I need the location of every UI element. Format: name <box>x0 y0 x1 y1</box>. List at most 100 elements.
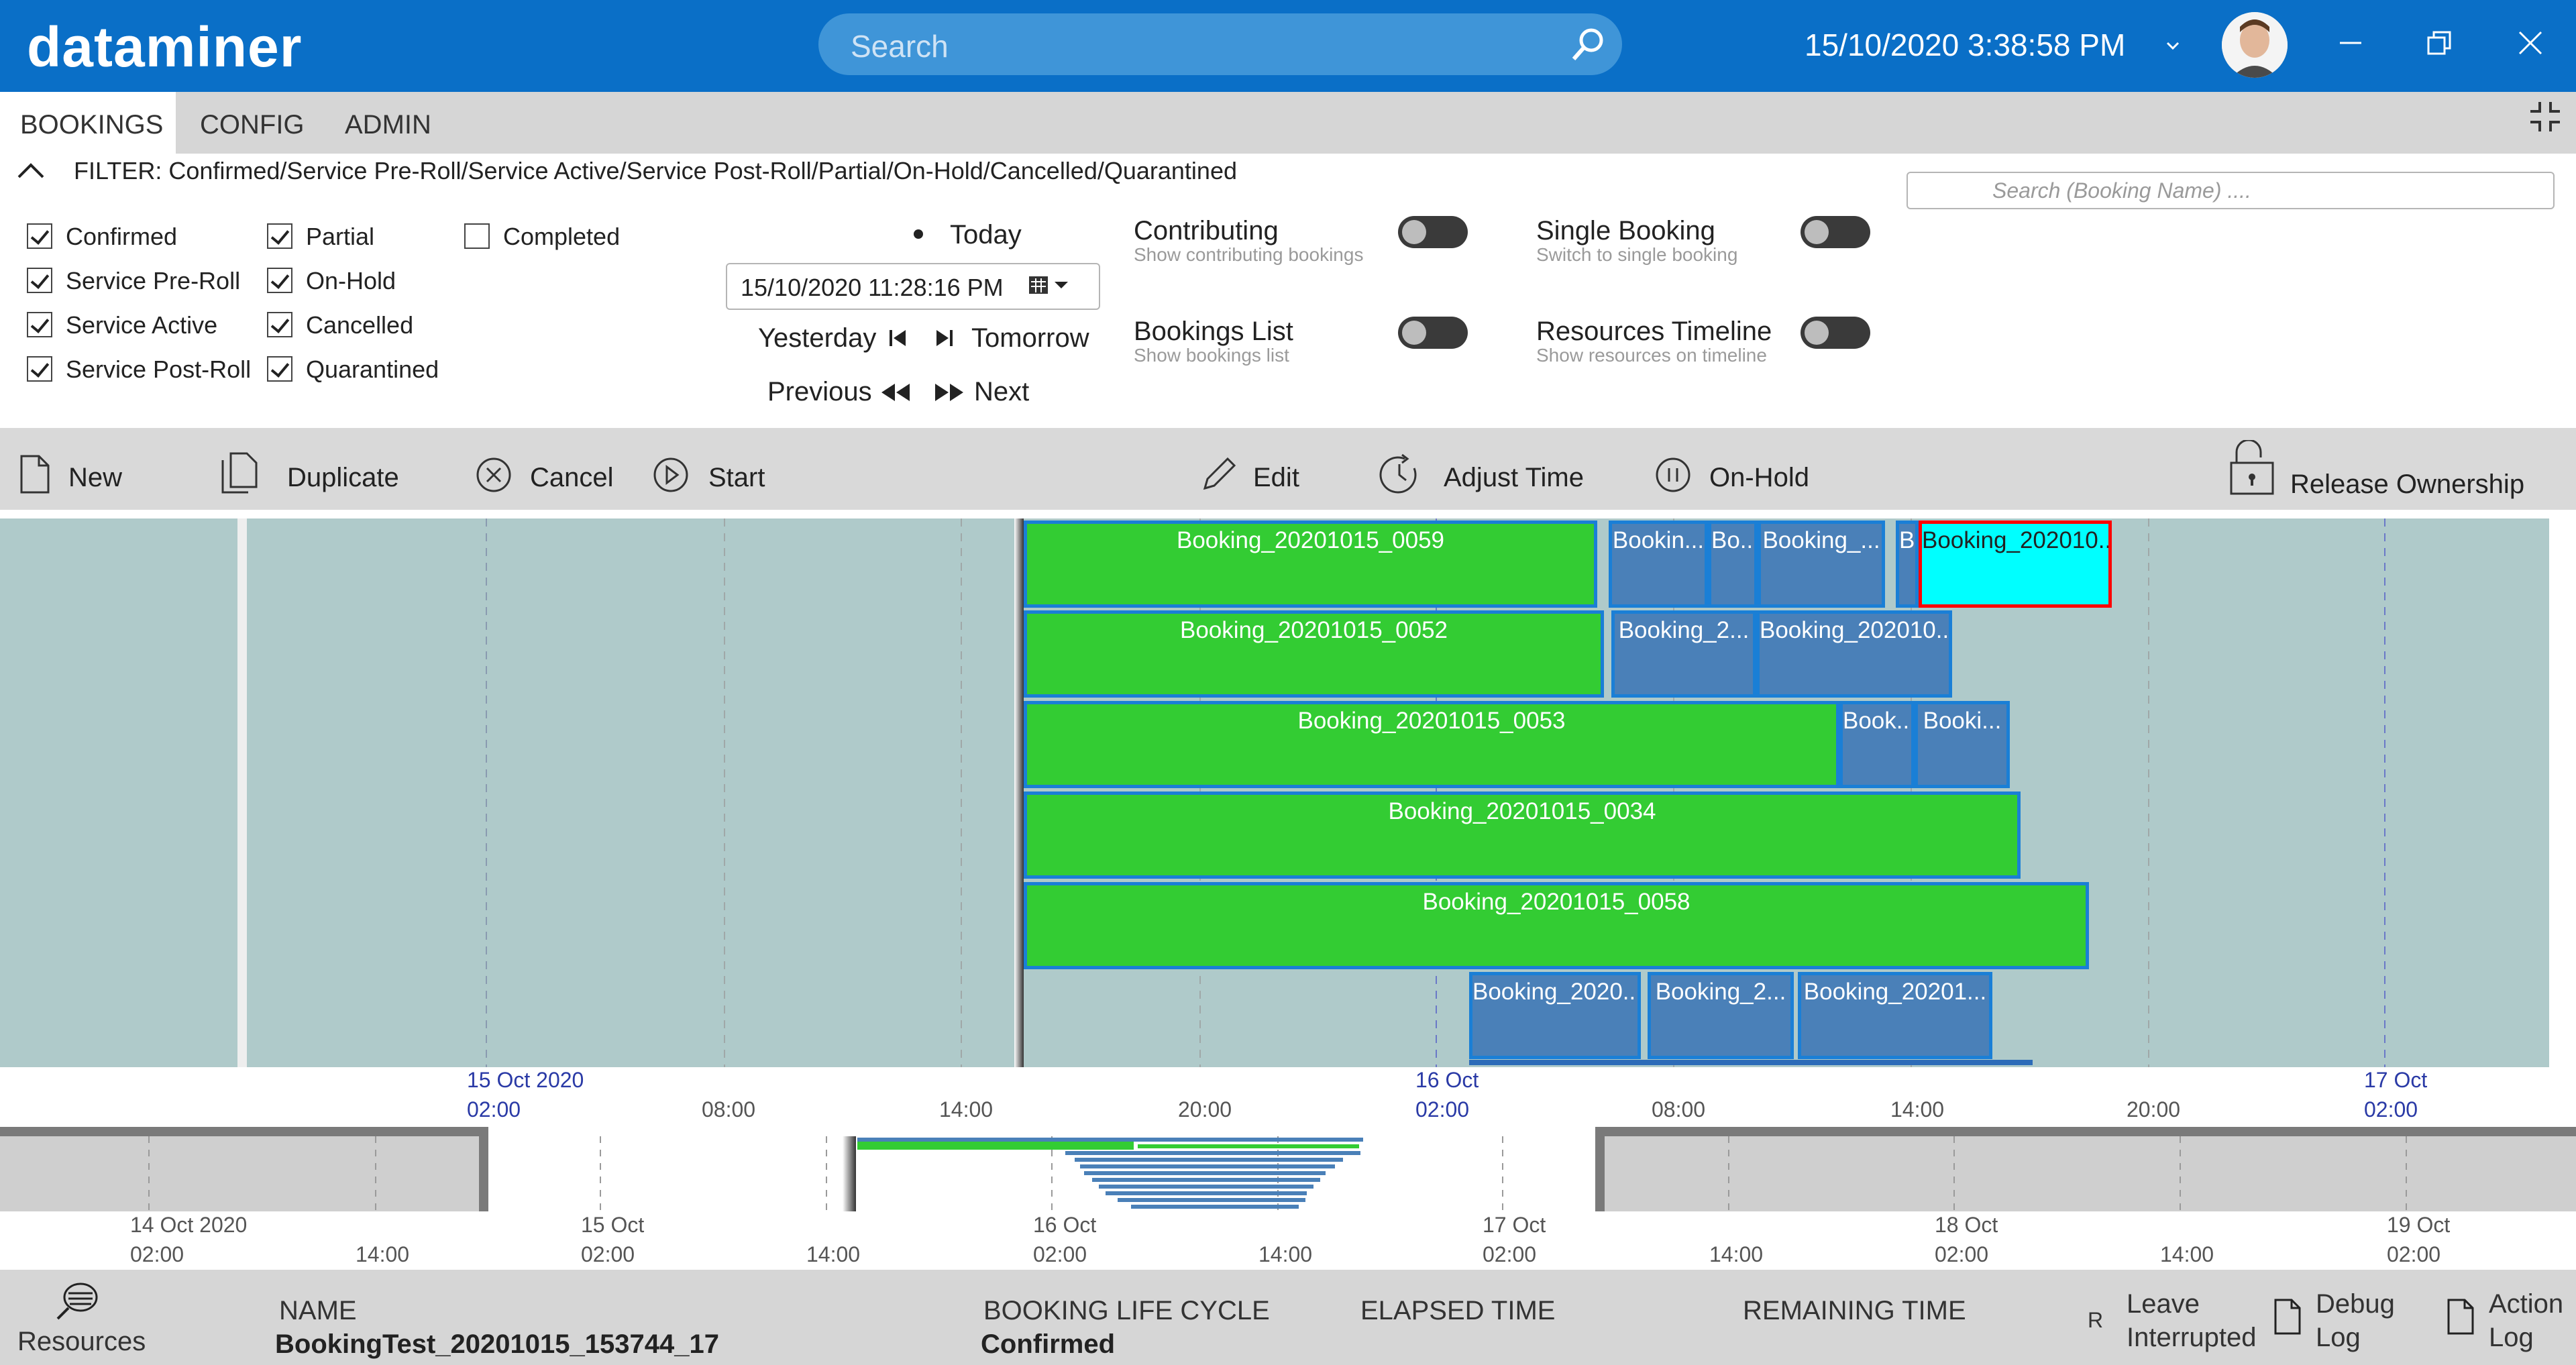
checkbox-service-post-roll[interactable] <box>27 356 52 382</box>
adjust-time-icon[interactable] <box>1378 453 1421 496</box>
action-log-icon[interactable] <box>2446 1297 2475 1336</box>
start-button[interactable]: Start <box>708 463 765 492</box>
close-icon[interactable] <box>2517 30 2544 56</box>
collapse-icon[interactable] <box>2528 99 2563 134</box>
next-link[interactable]: Next <box>974 377 1030 406</box>
checkbox-label: Service Active <box>66 311 218 339</box>
rewind-icon[interactable] <box>879 382 912 402</box>
axis-date: 15 Oct 2020 <box>467 1068 584 1092</box>
booking-block[interactable]: Booki... <box>1915 701 2010 788</box>
leave-button[interactable]: Leave <box>2127 1289 2200 1319</box>
checkbox-label: Service Pre-Roll <box>66 267 241 294</box>
booking-block[interactable]: B... <box>1896 521 1919 608</box>
new-button[interactable]: New <box>68 463 123 492</box>
on-hold-button[interactable]: On-Hold <box>1709 463 1809 492</box>
tomorrow-link[interactable]: Tomorrow <box>971 323 1089 353</box>
checkbox-cancelled[interactable] <box>267 312 292 337</box>
search-input[interactable] <box>818 13 1622 75</box>
adjust-time-button[interactable]: Adjust Time <box>1444 463 1584 492</box>
single-booking-toggle[interactable] <box>1801 216 1870 248</box>
restore-icon[interactable] <box>2426 30 2453 56</box>
yesterday-link[interactable]: Yesterday <box>758 323 877 353</box>
checkbox-label: Confirmed <box>66 223 178 250</box>
duplicate-button[interactable]: Duplicate <box>287 463 399 492</box>
booking-block[interactable]: Booking_20201015_0034 <box>1024 791 2021 879</box>
bookings-list-toggle[interactable] <box>1398 317 1468 349</box>
checkbox-completed[interactable] <box>464 223 490 249</box>
fast-forward-icon[interactable] <box>932 382 966 402</box>
booking-search-input[interactable] <box>1907 172 2555 209</box>
resources-icon[interactable] <box>54 1282 102 1323</box>
booking-block-selected[interactable]: Booking_202010... <box>1919 521 2112 608</box>
avatar[interactable] <box>2222 12 2288 78</box>
overview-current-time <box>843 1136 856 1211</box>
cancel-icon[interactable] <box>475 456 513 494</box>
checkbox-service-active[interactable] <box>27 312 52 337</box>
booking-block[interactable]: Booking_... <box>1758 521 1885 608</box>
checkbox-label: Service Post-Roll <box>66 356 252 383</box>
overview-right-mask[interactable] <box>1595 1127 2576 1211</box>
booking-block[interactable]: Booking_20201015_0059 <box>1024 521 1597 608</box>
overview-bookings <box>857 1138 1363 1209</box>
search-icon[interactable] <box>1570 25 1607 63</box>
tab-admin[interactable]: ADMIN <box>345 110 431 140</box>
start-icon[interactable] <box>652 456 690 494</box>
booking-block[interactable]: Booking_20201015_0052 <box>1024 610 1604 698</box>
checkbox-quarantined[interactable] <box>267 356 292 382</box>
tab-config[interactable]: CONFIG <box>200 110 305 140</box>
previous-link[interactable]: Previous <box>767 377 872 406</box>
today-link[interactable]: Today <box>950 220 1022 250</box>
axis-time: 02:00 <box>1415 1097 1470 1122</box>
booking-block[interactable]: Booking_20201015_0053 <box>1024 701 1839 788</box>
axis-time: 14:00 <box>1890 1097 1945 1122</box>
edit-icon[interactable] <box>1199 455 1237 494</box>
axis-time: 20:00 <box>1178 1097 1232 1122</box>
overview-date: 17 Oct <box>1483 1213 1546 1237</box>
booking-block[interactable]: Booking_2... <box>1648 972 1794 1059</box>
booking-block[interactable]: Booking_20201015_0058 <box>1024 882 2089 969</box>
calendar-icon[interactable] <box>1028 274 1075 298</box>
booking-block[interactable]: Booking_2... <box>1611 610 1756 698</box>
interrupted-label: Interrupted <box>2127 1323 2257 1352</box>
contributing-toggle[interactable] <box>1398 216 1468 248</box>
booking-block[interactable]: Bookin... <box>1609 521 1708 608</box>
checkbox-label: Partial <box>306 223 375 250</box>
checkbox-on-hold[interactable] <box>267 268 292 293</box>
booking-block[interactable]: Booking_20201... <box>1798 972 1992 1059</box>
date-picker[interactable] <box>726 263 1100 310</box>
cancel-button[interactable]: Cancel <box>530 463 614 492</box>
chevron-up-icon[interactable] <box>16 160 46 180</box>
overview-left-mask[interactable] <box>0 1127 488 1211</box>
overview-time: 14:00 <box>1258 1242 1313 1266</box>
debug-log-button[interactable]: Debug <box>2316 1289 2395 1319</box>
checkbox-partial[interactable] <box>267 223 292 249</box>
booking-block[interactable]: Book... <box>1839 701 1915 788</box>
today-dot <box>914 229 923 239</box>
duplicate-icon[interactable] <box>219 451 262 494</box>
skip-forward-icon[interactable] <box>934 327 955 349</box>
debug-log-icon[interactable] <box>2273 1297 2302 1336</box>
edit-button[interactable]: Edit <box>1253 463 1299 492</box>
booking-block[interactable]: Booking_2020... <box>1469 972 1641 1059</box>
tab-bookings[interactable]: BOOKINGS <box>20 110 164 140</box>
minimize-icon[interactable] <box>2337 36 2364 50</box>
tab-strip <box>0 92 2576 154</box>
chevron-down-icon[interactable] <box>2165 39 2180 54</box>
checkbox-service-pre-roll[interactable] <box>27 268 52 293</box>
booking-block[interactable]: Bo... <box>1708 521 1758 608</box>
overview-time: 02:00 <box>1935 1242 1989 1266</box>
resources-timeline-toggle[interactable] <box>1801 317 1870 349</box>
new-document-icon[interactable] <box>19 453 51 495</box>
release-ownership-button[interactable]: Release Ownership <box>2290 470 2525 499</box>
resources-button[interactable]: Resources <box>17 1327 146 1356</box>
axis-time: 08:00 <box>1652 1097 1706 1122</box>
booking-block[interactable]: Booking_202010... <box>1756 610 1952 698</box>
checkbox-label: Completed <box>503 223 621 250</box>
checkbox-label: Cancelled <box>306 311 414 339</box>
checkbox-confirmed[interactable] <box>27 223 52 249</box>
pause-icon[interactable] <box>1654 456 1692 494</box>
action-log-button[interactable]: Action <box>2489 1289 2564 1319</box>
axis-time: 08:00 <box>702 1097 756 1122</box>
lock-icon[interactable] <box>2227 440 2275 496</box>
skip-back-icon[interactable] <box>887 327 908 349</box>
